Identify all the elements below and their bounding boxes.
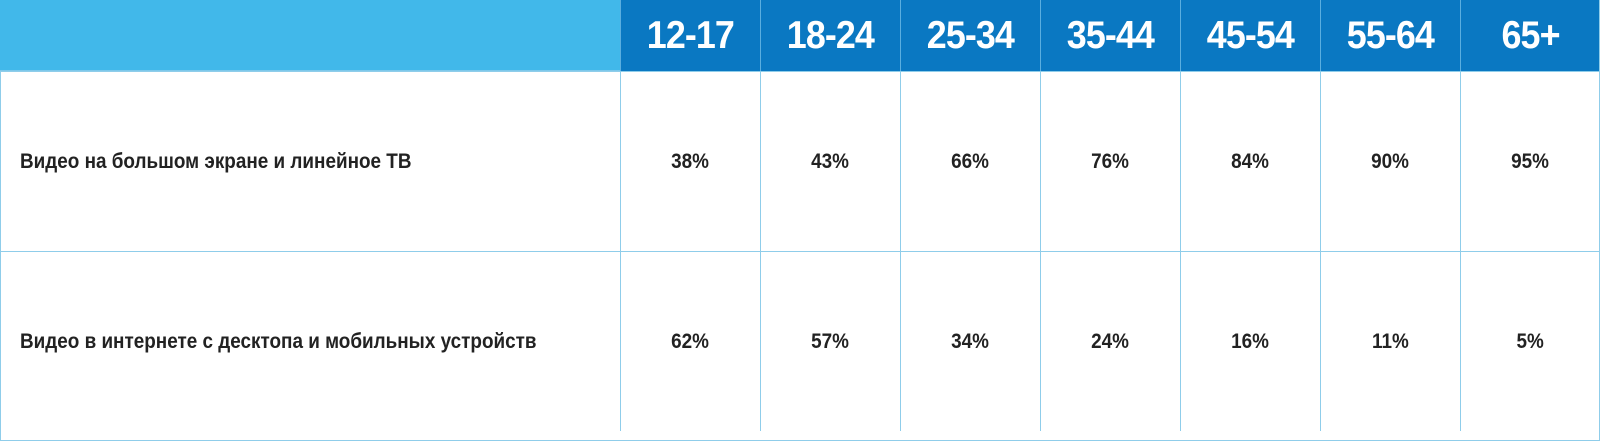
table-cell: 57% (760, 251, 900, 431)
column-header-label: 55-64 (1346, 13, 1435, 57)
table-cell: 62% (620, 251, 760, 431)
row-label-text: Видео в интернете с десктопа и мобильных… (20, 329, 537, 353)
row-label-internet: Видео в интернете с десктопа и мобильных… (0, 251, 620, 431)
table-border-left (0, 71, 1, 441)
column-header-label: 35-44 (1066, 13, 1155, 57)
table-cell: 24% (1040, 251, 1180, 431)
cell-value: 11% (1372, 329, 1409, 353)
table-cell: 66% (900, 71, 1040, 251)
table-cell: 43% (760, 71, 900, 251)
cell-value: 90% (1371, 149, 1410, 173)
table-cell: 5% (1460, 251, 1600, 431)
row-label-text: Видео на большом экране и линейное ТВ (20, 149, 412, 173)
table-cell: 90% (1320, 71, 1460, 251)
header-corner (0, 0, 620, 71)
cell-value: 57% (811, 329, 850, 353)
cell-value: 34% (951, 329, 990, 353)
cell-value: 66% (951, 149, 990, 173)
column-header-65-plus: 65+ (1460, 0, 1600, 71)
table-cell: 76% (1040, 71, 1180, 251)
column-header-label: 18-24 (786, 13, 875, 57)
cell-value: 62% (671, 329, 710, 353)
table-cell: 84% (1180, 71, 1320, 251)
cell-value: 24% (1091, 329, 1130, 353)
cell-value: 76% (1091, 149, 1130, 173)
column-header-35-44: 35-44 (1040, 0, 1180, 71)
cell-value: 5% (1516, 329, 1545, 353)
cell-value: 95% (1511, 149, 1550, 173)
column-header-18-24: 18-24 (760, 0, 900, 71)
cell-value: 38% (671, 149, 710, 173)
cell-value: 16% (1231, 329, 1270, 353)
table-cell: 95% (1460, 71, 1600, 251)
column-header-25-34: 25-34 (900, 0, 1040, 71)
column-header-label: 12-17 (646, 13, 735, 57)
cell-value: 84% (1231, 149, 1270, 173)
column-header-12-17: 12-17 (620, 0, 760, 71)
table-cell: 34% (900, 251, 1040, 431)
column-header-45-54: 45-54 (1180, 0, 1320, 71)
table-cell: 11% (1320, 251, 1460, 431)
column-header-label: 65+ (1501, 13, 1560, 57)
column-header-55-64: 55-64 (1320, 0, 1460, 71)
table-cell: 16% (1180, 251, 1320, 431)
row-label-tv: Видео на большом экране и линейное ТВ (0, 71, 620, 251)
cell-value: 43% (811, 149, 850, 173)
table-cell: 38% (620, 71, 760, 251)
column-header-label: 45-54 (1206, 13, 1295, 57)
column-header-label: 25-34 (926, 13, 1015, 57)
